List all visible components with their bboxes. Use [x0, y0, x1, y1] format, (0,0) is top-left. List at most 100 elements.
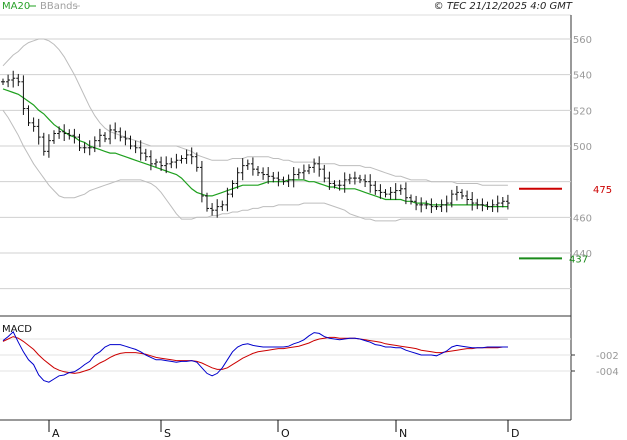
- resistance-label: 475: [593, 185, 612, 196]
- ohlc-bar: [21, 75, 26, 115]
- ohlc-bar: [480, 198, 485, 212]
- ohlc-bar: [108, 124, 113, 145]
- ohlc-bar: [179, 155, 184, 164]
- ohlc-bar: [11, 70, 16, 88]
- ohlc-bar: [388, 187, 393, 200]
- ohlc-bar: [103, 132, 107, 143]
- ohlc-bar: [205, 192, 209, 212]
- ohlc-bar: [1, 78, 5, 86]
- ohlc-bar: [133, 140, 138, 154]
- ohlc-bar: [92, 136, 97, 153]
- month-label: S: [164, 427, 171, 440]
- ohlc-bar: [434, 203, 439, 210]
- price-tick-label: 520: [573, 106, 592, 117]
- legend-bbands: BBands: [40, 1, 78, 12]
- ohlc-bar: [87, 140, 92, 156]
- ohlc-bar: [460, 189, 464, 200]
- ohlc-bar: [82, 142, 87, 154]
- ohlc-bar: [358, 174, 362, 184]
- ohlc-bar: [449, 189, 454, 208]
- ohlc-bar: [409, 194, 413, 205]
- ohlc-bar: [332, 180, 337, 189]
- ohlc-bar: [312, 158, 317, 173]
- month-label: D: [511, 427, 519, 440]
- ohlc-bar: [363, 174, 368, 188]
- ohlc-bar: [143, 148, 148, 161]
- ohlc-bar: [6, 74, 11, 88]
- price-axis: 440 460 500 520 540 560: [573, 35, 592, 260]
- ohlc-bar: [240, 158, 245, 181]
- ohlc-bar: [347, 173, 352, 185]
- ohlc-bar: [261, 167, 266, 180]
- ohlc-bar: [46, 134, 51, 158]
- ohlc-bar: [439, 199, 444, 212]
- ohlc-bar: [16, 73, 21, 87]
- target-levels: 475 437: [519, 185, 612, 265]
- ohlc-bar: [505, 194, 510, 210]
- ohlc-bar: [296, 168, 301, 179]
- ohlc-bar: [184, 149, 189, 164]
- ohlc-bar: [194, 152, 199, 172]
- macd-lines: [2, 330, 508, 383]
- ohlc-bar: [419, 197, 424, 213]
- ohlc-bar: [26, 105, 31, 127]
- ohlc-bar: [210, 203, 215, 216]
- ohlc-bar: [169, 157, 174, 169]
- ohlc-bar: [31, 117, 36, 132]
- ohlc-bar: [138, 140, 143, 161]
- ohlc-bar: [378, 184, 383, 199]
- ohlc-bar: [276, 171, 281, 187]
- ohlc-bar: [465, 190, 470, 205]
- ohlc-bar: [327, 171, 332, 190]
- ohlc-bar: [52, 130, 56, 144]
- ohlc-bar: [490, 199, 495, 212]
- macd-tick-label: -004: [596, 367, 619, 378]
- month-label: A: [52, 427, 60, 440]
- ohlc-bar: [41, 132, 46, 156]
- ohlc-bar: [393, 183, 398, 200]
- macd-title: MACD: [2, 324, 32, 335]
- legend-ma20: MA20: [2, 1, 30, 12]
- macd-line: [2, 330, 508, 383]
- ohlc-bar: [245, 159, 250, 170]
- macd-signal-line: [2, 336, 508, 374]
- ohlc-bar: [97, 128, 102, 148]
- ohlc-bar: [128, 135, 133, 150]
- ohlc-bar: [113, 122, 118, 140]
- ohlc-bar: [368, 174, 373, 193]
- price-tick-label: 540: [573, 71, 592, 82]
- ohlc-bar: [322, 164, 327, 183]
- macd-tick-label: -002: [596, 351, 619, 362]
- ohlc-bar: [189, 147, 194, 165]
- ohlc-bar: [67, 129, 72, 140]
- macd-axis: -002 -004: [571, 351, 619, 378]
- price-grid: [0, 14, 572, 420]
- price-tick-label: 460: [573, 213, 592, 224]
- ohlc-bar: [57, 126, 62, 139]
- ohlc-bar: [220, 200, 225, 211]
- ohlc-bar: [342, 172, 347, 193]
- ohlc-bars: [1, 70, 510, 218]
- ohlc-bar: [215, 199, 220, 218]
- ohlc-bar: [337, 179, 342, 191]
- ohlc-bar: [159, 156, 164, 171]
- ohlc-bar: [429, 198, 434, 214]
- ohlc-bar: [470, 192, 475, 211]
- ohlc-bar: [286, 174, 291, 188]
- ma20-path: [2, 88, 508, 208]
- ohlc-bar: [500, 197, 505, 208]
- ohlc-bar: [485, 201, 490, 210]
- ohlc-bar: [62, 124, 67, 142]
- ohlc-bar: [383, 189, 388, 198]
- ohlc-bar: [118, 127, 123, 142]
- ohlc-bar: [235, 167, 240, 189]
- ohlc-bar: [307, 164, 311, 175]
- copyright-stamp: © TEC 21/12/2025 4:0 GMT: [434, 1, 573, 12]
- ohlc-bar: [164, 156, 169, 174]
- macd-grid: [0, 338, 571, 421]
- ohlc-bar: [174, 153, 179, 169]
- ohlc-bar: [256, 165, 260, 176]
- ma20-line: [2, 88, 508, 208]
- ohlc-bar: [271, 172, 276, 183]
